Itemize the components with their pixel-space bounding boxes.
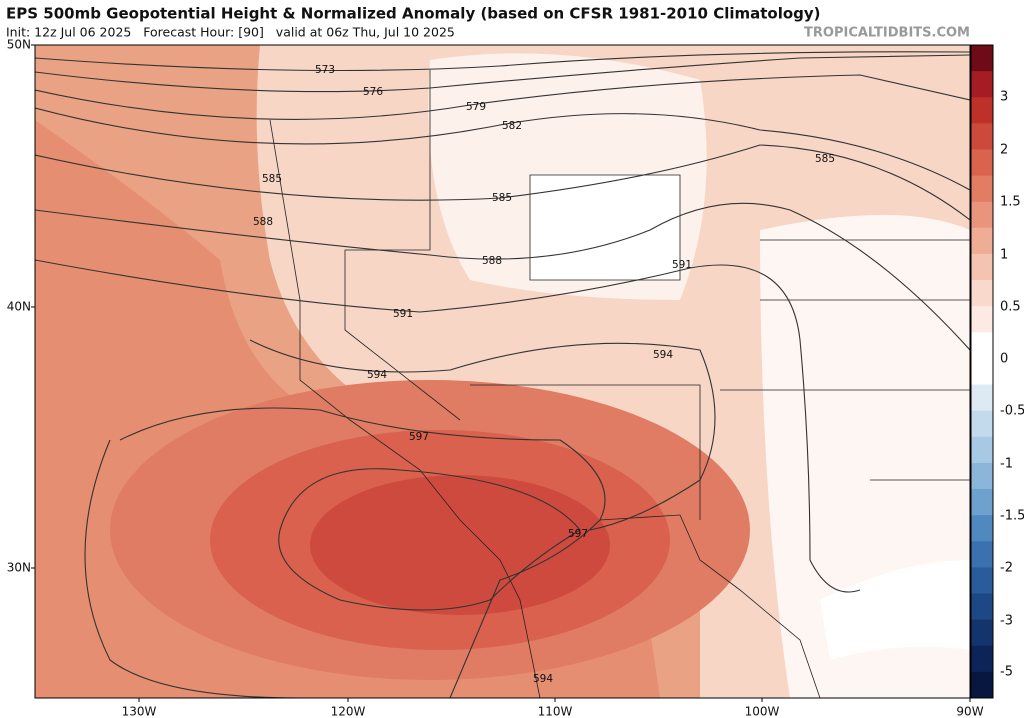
colorbar-label: -1	[1000, 457, 1013, 472]
colorbar-cell	[971, 253, 993, 281]
colorbar-label: -5	[1000, 665, 1013, 680]
colorbar-label: 1	[1000, 248, 1008, 263]
colorbar-cell	[971, 410, 993, 438]
contour-labels: 573 576 579 582 585 585 585 588 588 591 591 594 594 5…	[253, 64, 835, 685]
lat-label: 40N	[7, 300, 31, 314]
contour-label: 591	[672, 259, 692, 271]
colorbar-cell	[971, 541, 993, 568]
colorbar-label: -2	[1000, 561, 1013, 576]
contour-label: 594	[367, 369, 387, 381]
contour-label: 594	[533, 673, 553, 685]
colorbar-label: 0.5	[1000, 300, 1021, 315]
contour-label: 585	[262, 173, 282, 185]
colorbar-cell	[971, 306, 993, 333]
colorbar-cell	[971, 489, 993, 516]
lon-label: 100W	[745, 705, 780, 718]
contour-label: 591	[393, 308, 413, 320]
colorbar-cell	[971, 123, 993, 150]
colorbar-cell	[971, 45, 993, 72]
contour-label: 585	[815, 153, 835, 165]
colorbar-cell	[971, 358, 993, 386]
lon-label: 130W	[122, 705, 157, 718]
colorbar-cell	[971, 645, 993, 673]
colorbar-cell	[971, 175, 993, 203]
colorbar-cell	[971, 332, 993, 359]
contour-label: 585	[492, 192, 512, 204]
colorbar-label: 1.5	[1000, 195, 1021, 210]
contour-label: 597	[409, 431, 429, 443]
map	[35, 45, 970, 698]
colorbar-cell	[971, 384, 993, 412]
colorbar-cell	[971, 71, 993, 98]
colorbar-cell	[971, 201, 993, 229]
lon-label: 110W	[538, 705, 573, 718]
colorbar-label: -0.5	[1000, 404, 1024, 419]
colorbar-cell	[971, 515, 993, 542]
colorbar-cell	[971, 462, 993, 490]
colorbar-cell	[971, 280, 993, 307]
contour-label: 576	[363, 86, 383, 98]
colorbar-cell	[971, 567, 993, 595]
contour-label: 588	[253, 216, 273, 228]
colorbar-cell	[971, 149, 993, 177]
colorbar-cell	[971, 227, 993, 255]
colorbar: 3 2 1.5 1 0.5 0 -0.5 -1 -1.5 -2 -3 -5	[970, 44, 1024, 699]
contour-label: 573	[315, 64, 335, 76]
lon-label: 90W	[956, 705, 983, 718]
subtitle: Init: 12z Jul 06 2025 Forecast Hour: [90…	[6, 25, 455, 40]
contour-label: 597	[568, 528, 588, 540]
colorbar-cell	[971, 436, 993, 464]
colorbar-cell	[971, 619, 993, 647]
lon-label: 120W	[331, 705, 366, 718]
lat-label: 30N	[7, 561, 31, 575]
contour-label: 579	[466, 101, 486, 113]
colorbar-cell	[971, 593, 993, 621]
credit: TROPICALTIDBITS.COM	[804, 26, 970, 41]
colorbar-cell	[971, 97, 993, 124]
colorbar-frame	[970, 44, 994, 699]
lat-label: 50N	[7, 38, 31, 52]
contour-label: 588	[482, 255, 502, 267]
colorbar-cell	[971, 671, 993, 699]
colorbar-label: 3	[1000, 90, 1008, 105]
title: EPS 500mb Geopotential Height & Normaliz…	[6, 5, 821, 23]
contour-label: 582	[502, 120, 522, 132]
colorbar-label: 2	[1000, 143, 1008, 158]
contour-label: 594	[653, 349, 673, 361]
map-frame	[34, 44, 971, 699]
colorbar-label: -3	[1000, 614, 1013, 629]
colorbar-label: 0	[1000, 352, 1008, 367]
colorbar-label: -1.5	[1000, 509, 1024, 524]
